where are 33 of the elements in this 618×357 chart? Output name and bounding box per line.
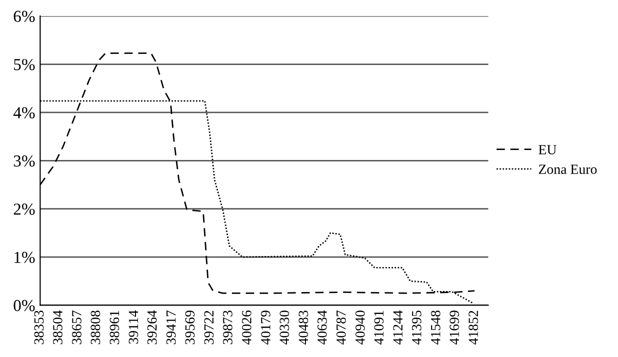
x-tick-label: 38657 — [72, 310, 82, 344]
x-tick-label: 40634 — [317, 310, 327, 345]
x-tick-label: 39264 — [147, 310, 157, 344]
legend-label: EU — [538, 145, 556, 154]
x-tick-label: 41091 — [374, 310, 384, 345]
y-tick-label: 5% — [14, 58, 35, 70]
x-tick-label: 40026 — [242, 310, 252, 345]
y-tick-label: 6% — [14, 10, 35, 22]
y-tick-label: 4% — [13, 107, 35, 118]
x-tick-label: 39417 — [166, 310, 176, 344]
y-tick-label: 0% — [14, 300, 35, 312]
x-tick-label: 38504 — [53, 310, 62, 344]
y-tick-label: 3% — [14, 155, 35, 167]
x-tick-label: 39114 — [128, 310, 138, 344]
x-tick-label: 41699 — [450, 310, 460, 345]
x-tick-label: 40179 — [260, 310, 270, 345]
y-tick-label: 1% — [14, 252, 35, 264]
x-tick-label: 38808 — [90, 310, 100, 344]
x-tick-label: 39873 — [222, 310, 232, 344]
x-tick-label: 41852 — [468, 310, 478, 345]
x-tick-label: 39722 — [204, 310, 214, 344]
x-tick-label: 40787 — [336, 310, 346, 345]
x-tick-label: 41244 — [393, 310, 402, 345]
x-tick-label: 39569 — [185, 310, 195, 344]
x-tick-label: 41395 — [412, 310, 422, 345]
x-tick-label: 41548 — [430, 310, 440, 345]
x-tick-label: 40330 — [280, 310, 290, 345]
y-tick-label: 2% — [14, 204, 35, 215]
x-tick-label: 38961 — [110, 310, 120, 344]
x-tick-label: 40940 — [355, 310, 365, 345]
x-tick-label: 40483 — [298, 310, 308, 345]
x-tick-label: 38353 — [34, 310, 44, 344]
legend-label: Zona Euro — [538, 164, 597, 174]
